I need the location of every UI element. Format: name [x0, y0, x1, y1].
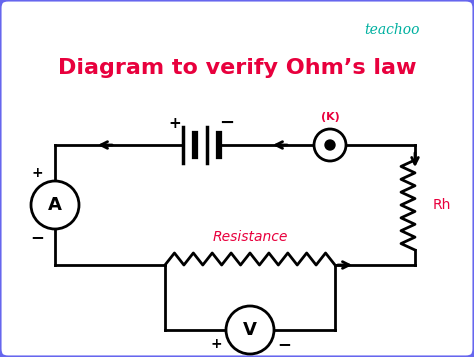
Text: Diagram to verify Ohm’s law: Diagram to verify Ohm’s law	[58, 58, 416, 78]
Circle shape	[325, 140, 335, 150]
Text: teachoo: teachoo	[365, 23, 420, 37]
Text: A: A	[48, 196, 62, 214]
Circle shape	[314, 129, 346, 161]
Text: −: −	[277, 335, 291, 353]
Text: −: −	[30, 228, 44, 246]
Circle shape	[226, 306, 274, 354]
Text: (K): (K)	[320, 112, 339, 122]
Text: −: −	[219, 114, 235, 132]
Text: V: V	[243, 321, 257, 339]
Text: +: +	[31, 166, 43, 180]
Text: Resistance: Resistance	[212, 230, 288, 244]
Circle shape	[31, 181, 79, 229]
Text: Rh: Rh	[433, 198, 451, 212]
Text: +: +	[210, 337, 222, 351]
Text: +: +	[169, 116, 182, 131]
